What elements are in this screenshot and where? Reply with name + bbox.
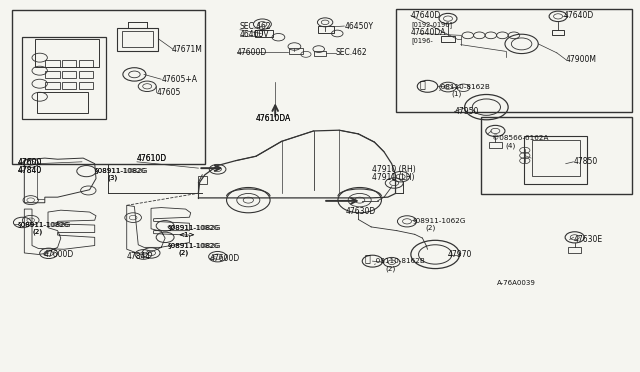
Text: 47600D: 47600D bbox=[210, 254, 240, 263]
Text: 46450Y: 46450Y bbox=[344, 22, 373, 31]
Bar bbox=[37, 92, 88, 112]
Text: 47600D: 47600D bbox=[44, 250, 74, 259]
Text: 47605: 47605 bbox=[157, 88, 181, 97]
Text: ©08566-6162A: ©08566-6162A bbox=[492, 135, 548, 141]
Text: ¸08110-8162B: ¸08110-8162B bbox=[372, 258, 426, 264]
Text: 47630D: 47630D bbox=[346, 207, 376, 216]
Text: [0196-: [0196- bbox=[411, 38, 433, 44]
Text: 47840: 47840 bbox=[18, 166, 42, 174]
Text: 47600: 47600 bbox=[18, 158, 42, 167]
Text: (2): (2) bbox=[178, 249, 188, 256]
Text: 47850: 47850 bbox=[573, 157, 598, 166]
Text: 47640D: 47640D bbox=[411, 11, 441, 20]
Bar bbox=[45, 60, 60, 67]
Bar bbox=[531, 140, 580, 176]
Bar bbox=[79, 60, 93, 67]
Text: §08911-1082G: §08911-1082G bbox=[18, 221, 72, 227]
Text: 47950: 47950 bbox=[454, 107, 479, 116]
Text: (2): (2) bbox=[425, 225, 435, 231]
Text: §08911-1082G: §08911-1082G bbox=[168, 242, 220, 248]
Bar bbox=[116, 28, 159, 51]
Bar bbox=[524, 136, 587, 184]
Bar bbox=[255, 30, 273, 37]
Text: 47610DA: 47610DA bbox=[256, 114, 291, 123]
Text: 47900M: 47900M bbox=[566, 55, 596, 64]
Text: (2): (2) bbox=[178, 249, 188, 256]
Bar bbox=[552, 30, 564, 35]
Text: 47605+A: 47605+A bbox=[161, 75, 197, 84]
Text: §08911-1082G: §08911-1082G bbox=[18, 221, 70, 227]
Text: 46400V: 46400V bbox=[240, 31, 269, 39]
Bar bbox=[568, 247, 581, 253]
Text: SEC.462: SEC.462 bbox=[336, 48, 367, 57]
Text: 47640DA: 47640DA bbox=[411, 28, 446, 37]
Text: SEC.462: SEC.462 bbox=[240, 22, 271, 31]
Text: §08911-1082G: §08911-1082G bbox=[168, 224, 220, 230]
Text: (3): (3) bbox=[108, 174, 118, 181]
Text: 47840: 47840 bbox=[18, 166, 42, 174]
Bar bbox=[79, 82, 93, 89]
Bar bbox=[12, 10, 205, 164]
Text: §08911-1062G: §08911-1062G bbox=[412, 217, 466, 223]
Text: (4): (4) bbox=[506, 143, 516, 150]
Text: 47610D: 47610D bbox=[137, 154, 167, 163]
Bar bbox=[45, 82, 60, 89]
Text: §08911-1082G: §08911-1082G bbox=[168, 224, 221, 230]
Bar bbox=[481, 117, 632, 194]
Bar bbox=[489, 142, 502, 148]
Bar bbox=[45, 71, 60, 78]
Bar bbox=[314, 51, 326, 56]
Text: (3): (3) bbox=[108, 174, 118, 181]
Bar bbox=[396, 9, 632, 112]
Text: [0192-0196]: [0192-0196] bbox=[411, 21, 452, 28]
Text: (2): (2) bbox=[385, 266, 396, 272]
Bar bbox=[22, 37, 106, 119]
Bar bbox=[122, 31, 153, 47]
Text: 47600: 47600 bbox=[18, 158, 42, 167]
Text: 47910 (RH): 47910 (RH) bbox=[372, 165, 416, 174]
Text: <1>: <1> bbox=[178, 232, 194, 238]
Bar bbox=[62, 82, 76, 89]
Bar bbox=[62, 60, 76, 67]
Text: 47671M: 47671M bbox=[172, 45, 202, 54]
Text: ¸08110-8162B: ¸08110-8162B bbox=[438, 83, 491, 90]
Text: 47630E: 47630E bbox=[573, 235, 603, 244]
Text: Ⓑ: Ⓑ bbox=[364, 254, 371, 263]
Text: (1): (1) bbox=[452, 90, 462, 97]
Bar bbox=[441, 36, 455, 42]
Text: §08911-1082G: §08911-1082G bbox=[95, 167, 148, 173]
Text: 47610DA: 47610DA bbox=[256, 114, 291, 123]
Text: (2): (2) bbox=[32, 228, 42, 235]
Text: <1>: <1> bbox=[178, 232, 195, 238]
Text: 47970: 47970 bbox=[448, 250, 472, 259]
Bar bbox=[289, 48, 303, 54]
Text: 47640D: 47640D bbox=[563, 11, 593, 20]
Text: 47911 (LH): 47911 (LH) bbox=[372, 173, 415, 182]
Text: 47610D: 47610D bbox=[137, 154, 167, 163]
Text: §08911-1082G: §08911-1082G bbox=[95, 167, 147, 173]
Text: (2): (2) bbox=[32, 228, 42, 235]
Text: §08911-1082G: §08911-1082G bbox=[168, 242, 221, 248]
Bar bbox=[79, 71, 93, 78]
Bar bbox=[35, 39, 99, 67]
Text: A-76A0039: A-76A0039 bbox=[497, 280, 536, 286]
Text: 47844: 47844 bbox=[127, 252, 151, 261]
Text: Ⓑ: Ⓑ bbox=[419, 79, 426, 89]
Text: 47600D: 47600D bbox=[237, 48, 267, 57]
Bar bbox=[62, 71, 76, 78]
Bar bbox=[319, 26, 334, 33]
Bar bbox=[198, 176, 207, 184]
